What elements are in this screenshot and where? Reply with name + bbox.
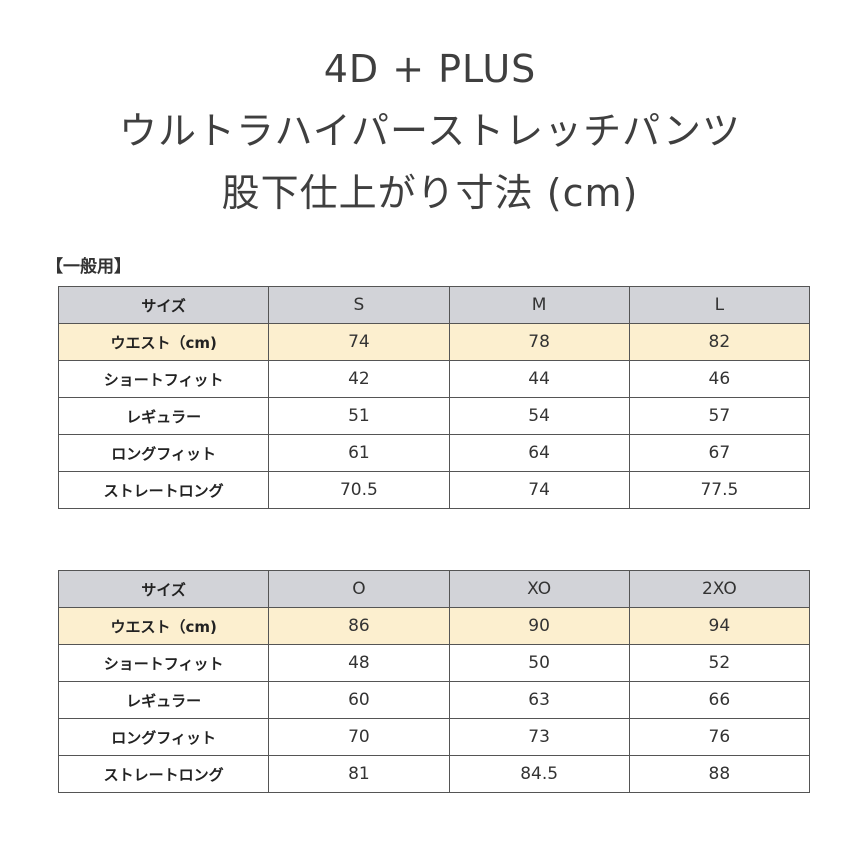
table-cell: 94 (628, 607, 811, 645)
row-label: レギュラー (57, 397, 270, 435)
table-row: ロングフィット 61 64 67 (57, 434, 811, 472)
header-cell: S (268, 286, 450, 324)
row-label: レギュラー (57, 681, 270, 719)
table-cell: 70.5 (268, 471, 450, 509)
table-cell: 86 (268, 607, 450, 645)
table-cell: 74 (268, 323, 450, 361)
table-header-row: サイズ S M L (57, 286, 811, 324)
header-cell: O (268, 570, 450, 608)
title-block: 4D + PLUS ウルトラハイパーストレッチパンツ 股下仕上がり寸法 (cm) (0, 38, 860, 224)
table-cell: 51 (268, 397, 450, 435)
table-cell: 78 (448, 323, 630, 361)
row-label: ストレートロング (57, 471, 270, 509)
table-row: ストレートロング 70.5 74 77.5 (57, 471, 811, 509)
table-row-waist: ウエスト（cm) 74 78 82 (57, 323, 811, 361)
table-row: ロングフィット 70 73 76 (57, 718, 811, 756)
row-label: ショートフィット (57, 644, 270, 682)
row-label: ストレートロング (57, 755, 270, 793)
header-cell-size: サイズ (57, 286, 270, 324)
row-label: ロングフィット (57, 434, 270, 472)
row-label: ウエスト（cm) (57, 607, 270, 645)
table-cell: 57 (628, 397, 811, 435)
header-cell: L (628, 286, 811, 324)
category-label: 【一般用】 (46, 257, 131, 277)
table-cell: 84.5 (448, 755, 630, 793)
table-cell: 44 (448, 360, 630, 398)
table-cell: 74 (448, 471, 630, 509)
table-cell: 81 (268, 755, 450, 793)
title-product-name: ウルトラハイパーストレッチパンツ (118, 109, 742, 153)
title-subtitle: 股下仕上がり寸法 (cm) (221, 171, 639, 215)
row-label: ロングフィット (57, 718, 270, 756)
table-row: ショートフィット 42 44 46 (57, 360, 811, 398)
table-cell: 61 (268, 434, 450, 472)
table-cell: 63 (448, 681, 630, 719)
header-cell-size: サイズ (57, 570, 270, 608)
table-row-waist: ウエスト（cm) 86 90 94 (57, 607, 811, 645)
table-cell: 70 (268, 718, 450, 756)
table-cell: 64 (448, 434, 630, 472)
table-cell: 52 (628, 644, 811, 682)
table-cell: 77.5 (628, 471, 811, 509)
table-row: ストレートロング 81 84.5 88 (57, 755, 811, 793)
table-cell: 82 (628, 323, 811, 361)
table-cell: 88 (628, 755, 811, 793)
header-cell: M (448, 286, 630, 324)
table-row: レギュラー 51 54 57 (57, 397, 811, 435)
row-label: ショートフィット (57, 360, 270, 398)
table-cell: 90 (448, 607, 630, 645)
table-cell: 46 (628, 360, 811, 398)
table-cell: 50 (448, 644, 630, 682)
table-cell: 54 (448, 397, 630, 435)
table-cell: 76 (628, 718, 811, 756)
table-row: ショートフィット 48 50 52 (57, 644, 811, 682)
table-cell: 48 (268, 644, 450, 682)
size-table-standard: サイズ S M L ウエスト（cm) 74 78 82 ショートフィット 42 … (57, 286, 811, 509)
table-cell: 73 (448, 718, 630, 756)
table-cell: 60 (268, 681, 450, 719)
size-table-large: サイズ O XO 2XO ウエスト（cm) 86 90 94 ショートフィット … (57, 570, 811, 793)
table-row: レギュラー 60 63 66 (57, 681, 811, 719)
table-cell: 67 (628, 434, 811, 472)
title-brand: 4D + PLUS (323, 47, 537, 91)
table-cell: 66 (628, 681, 811, 719)
header-cell: XO (448, 570, 630, 608)
table-cell: 42 (268, 360, 450, 398)
header-cell: 2XO (628, 570, 811, 608)
row-label: ウエスト（cm) (57, 323, 270, 361)
table-header-row: サイズ O XO 2XO (57, 570, 811, 608)
